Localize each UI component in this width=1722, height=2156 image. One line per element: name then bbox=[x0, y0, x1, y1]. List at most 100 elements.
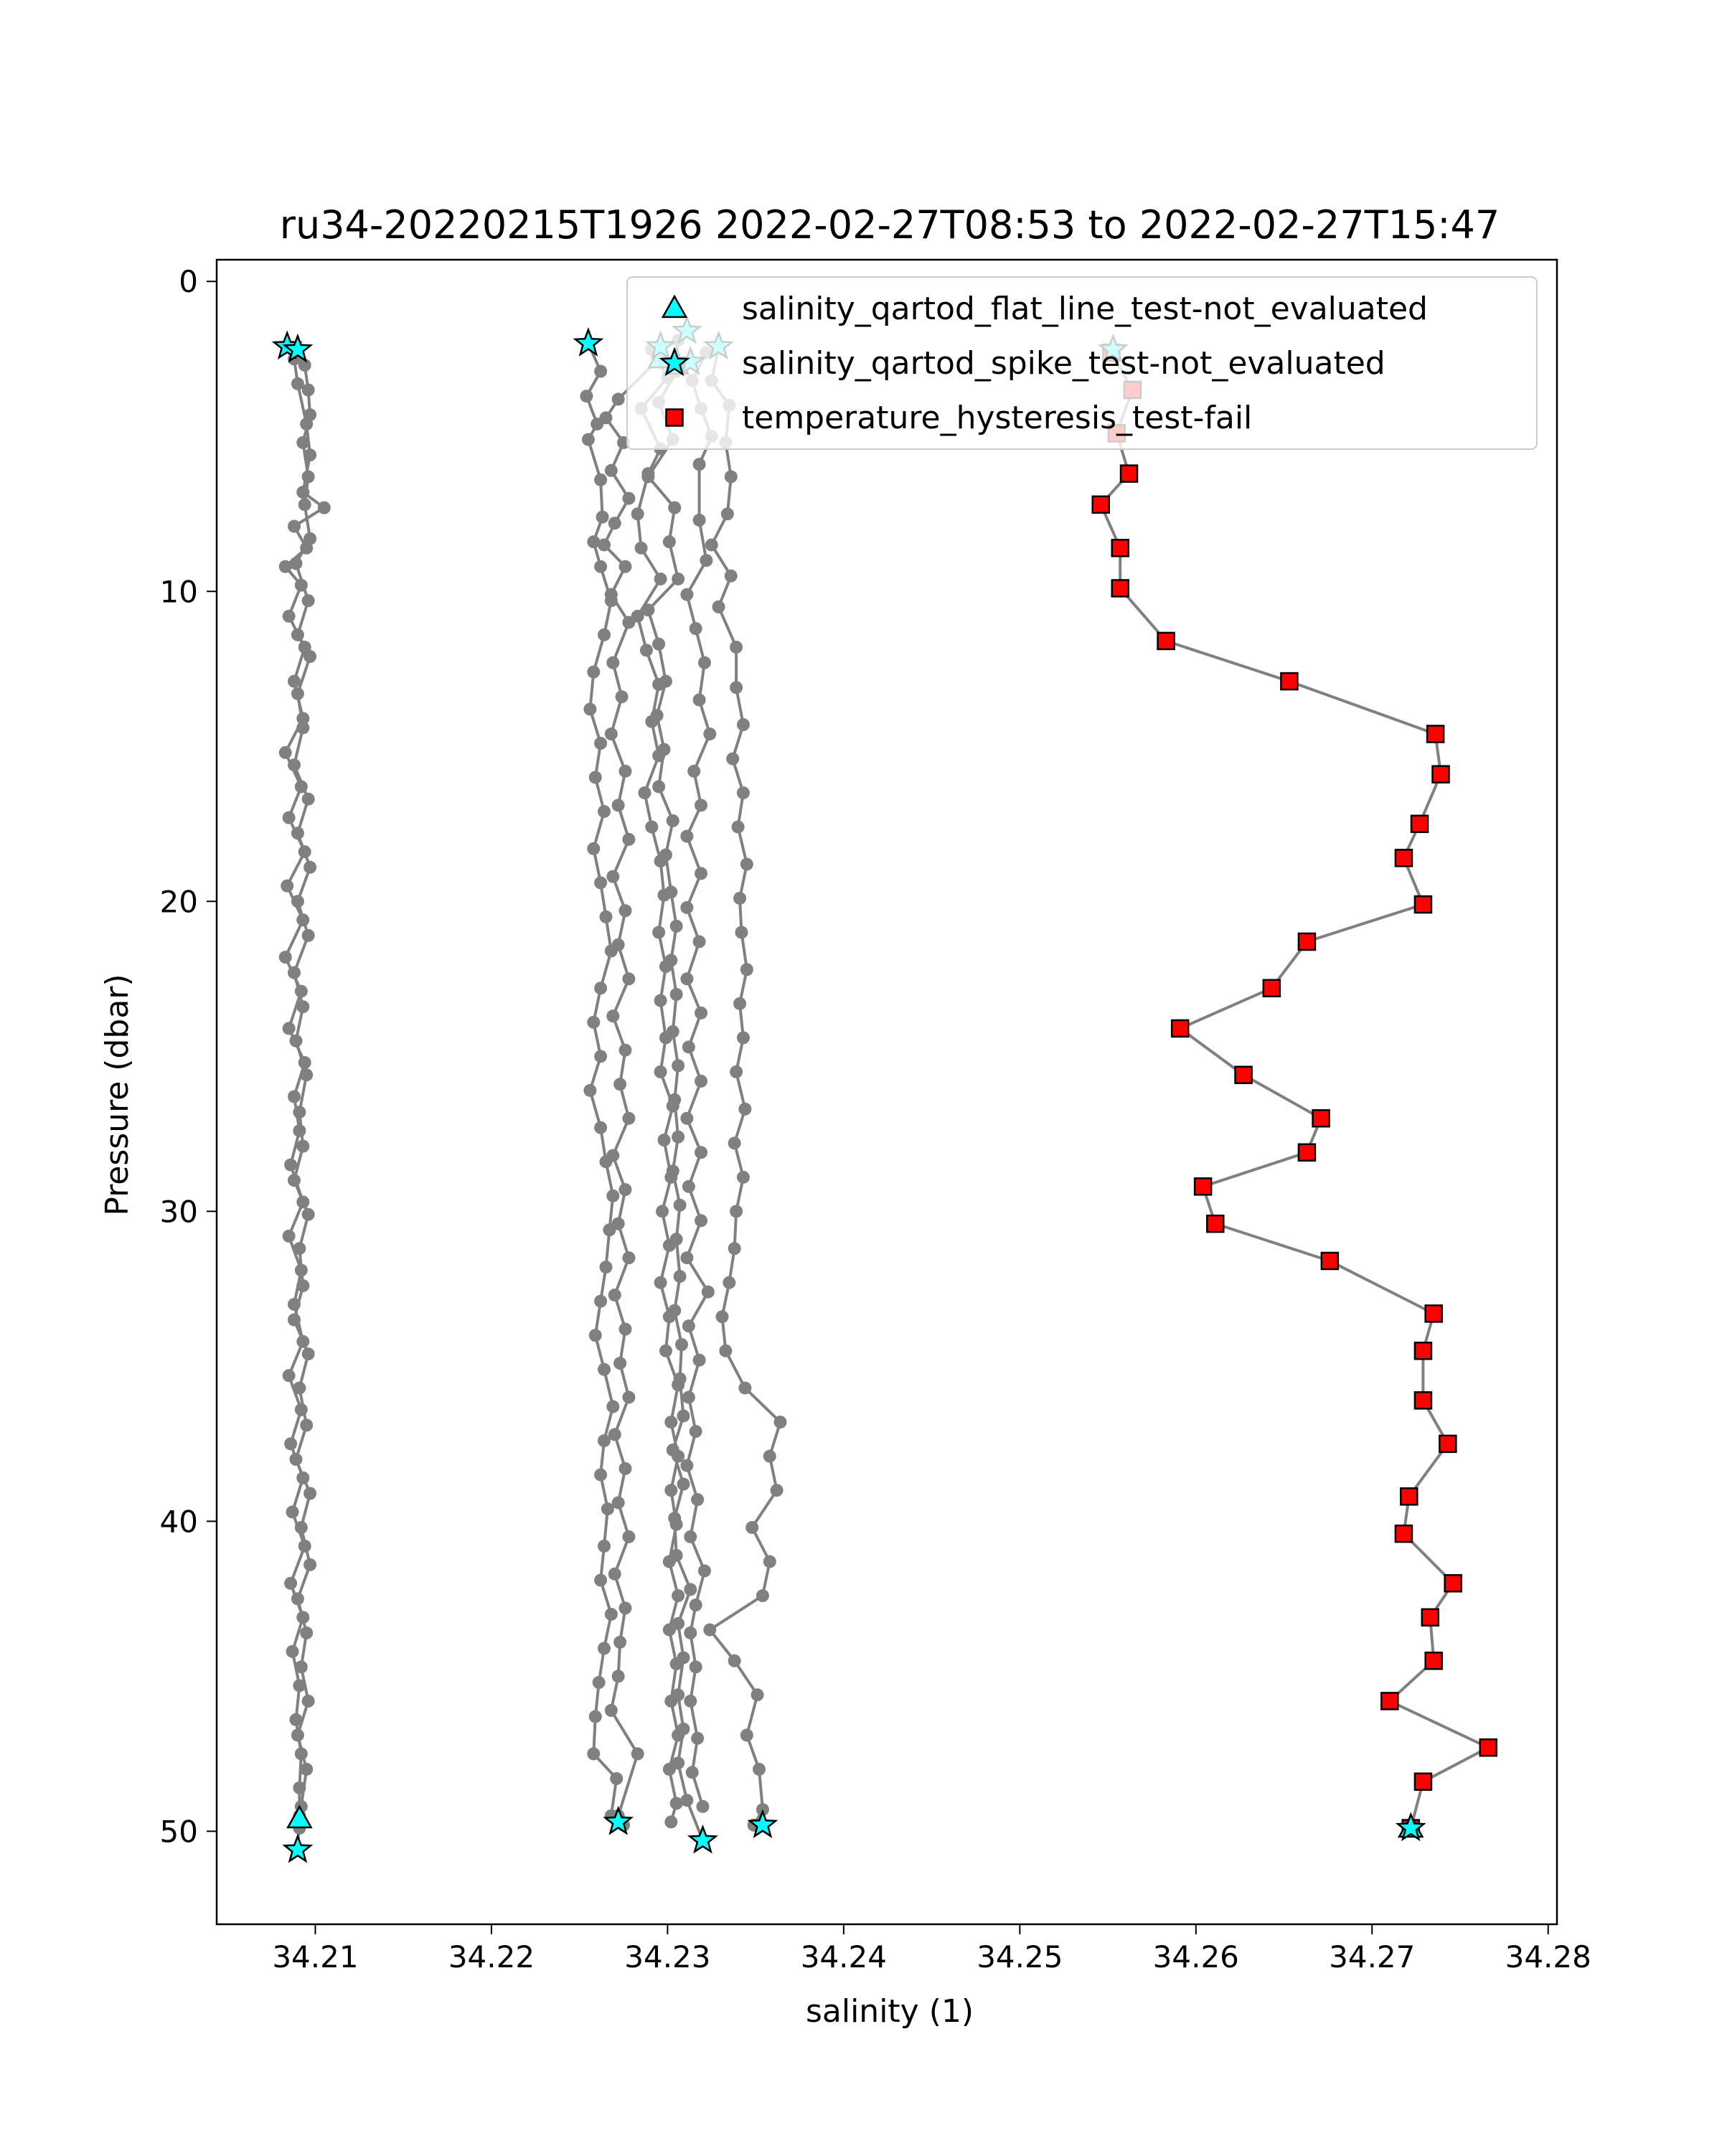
profile-point bbox=[659, 848, 672, 862]
temperature-hysteresis-fail-marker bbox=[1280, 672, 1299, 691]
profile-point bbox=[288, 519, 301, 533]
profile-point bbox=[618, 560, 632, 573]
profile-point bbox=[664, 1484, 678, 1497]
profile-point bbox=[672, 572, 685, 585]
y-tick-label: 30 bbox=[160, 1194, 198, 1229]
profile-point bbox=[753, 1762, 766, 1776]
temperature-hysteresis-fail-marker bbox=[1170, 1019, 1190, 1038]
profile-point bbox=[606, 1400, 620, 1413]
profile-point bbox=[606, 1189, 620, 1202]
legend-entry-label: salinity_qartod_flat_line_test-not_evalu… bbox=[742, 291, 1428, 327]
profile-point bbox=[696, 1799, 710, 1813]
profile-point bbox=[618, 1601, 632, 1615]
profile-point bbox=[695, 1074, 708, 1088]
profile-point bbox=[682, 1180, 695, 1193]
profile-point bbox=[652, 637, 666, 651]
temperature-hysteresis-fail-marker bbox=[1157, 631, 1175, 651]
y-tick-label: 40 bbox=[160, 1504, 198, 1539]
profile-series bbox=[580, 336, 624, 1822]
profile-point bbox=[692, 935, 706, 948]
profile-point bbox=[685, 1766, 699, 1779]
profile-point bbox=[288, 674, 301, 688]
profile-point bbox=[723, 1276, 736, 1289]
profile-point bbox=[284, 1437, 298, 1451]
profile-point bbox=[613, 1078, 627, 1091]
profile-point bbox=[728, 1242, 741, 1256]
temperature-hysteresis-fail-marker bbox=[1297, 932, 1317, 951]
profile-point bbox=[588, 771, 602, 784]
profile-line bbox=[636, 349, 680, 1822]
spike-not-evaluated-marker bbox=[573, 327, 604, 357]
temperature-hysteresis-fail-marker bbox=[1111, 539, 1129, 557]
profile-point bbox=[740, 963, 753, 976]
profile-point bbox=[317, 501, 331, 514]
temperature-hysteresis-fail-marker bbox=[1234, 1065, 1253, 1084]
profile-point bbox=[659, 674, 672, 688]
temperature-hysteresis-fail-marker bbox=[1394, 1524, 1413, 1543]
profile-point bbox=[656, 1205, 669, 1218]
profile-point bbox=[631, 1747, 644, 1761]
profile-point bbox=[288, 966, 301, 979]
profile-point bbox=[293, 1124, 306, 1138]
profile-point bbox=[604, 588, 618, 601]
profile-point bbox=[654, 572, 667, 585]
profile-point bbox=[608, 1428, 621, 1441]
profile-point bbox=[728, 1654, 741, 1667]
profile-point bbox=[580, 390, 593, 403]
profile-point bbox=[301, 928, 315, 942]
profile-point bbox=[598, 1539, 611, 1553]
profile-point bbox=[606, 656, 620, 669]
profile-point bbox=[733, 891, 747, 905]
temperature-hysteresis-fail-marker bbox=[1297, 1143, 1317, 1162]
profile-line bbox=[293, 349, 312, 1829]
profile-point bbox=[608, 1567, 621, 1581]
profile-point bbox=[618, 764, 632, 778]
profile-point bbox=[598, 805, 611, 819]
profile-point bbox=[654, 994, 667, 1007]
profile-point bbox=[606, 1149, 620, 1162]
profile-point bbox=[680, 588, 694, 601]
profile-point bbox=[288, 1313, 301, 1327]
profile-point bbox=[291, 628, 304, 641]
profile-point bbox=[751, 1688, 764, 1702]
x-tick-label: 34.21 bbox=[272, 1939, 358, 1974]
profile-point bbox=[666, 1025, 679, 1038]
profile-point bbox=[622, 972, 636, 986]
profile-point bbox=[304, 649, 317, 663]
profile-point bbox=[682, 1319, 695, 1333]
profile-point bbox=[701, 1285, 715, 1299]
flat-line-not-evaluated-marker bbox=[286, 1804, 313, 1829]
profile-point bbox=[301, 383, 315, 397]
profile-point bbox=[650, 709, 664, 722]
profile-point bbox=[700, 554, 713, 568]
profile-point bbox=[611, 392, 625, 406]
legend-box bbox=[626, 276, 1538, 450]
profile-point bbox=[293, 1242, 306, 1256]
profile-point bbox=[611, 938, 625, 951]
profile-point bbox=[296, 1139, 310, 1153]
profile-point bbox=[278, 745, 292, 759]
profile-point bbox=[736, 1031, 750, 1045]
profile-point bbox=[691, 1731, 705, 1745]
y-tick-label: 20 bbox=[160, 884, 198, 919]
profile-point bbox=[654, 1276, 667, 1289]
profile-point bbox=[596, 510, 609, 524]
x-tick-label: 34.25 bbox=[977, 1939, 1063, 1974]
temperature-hysteresis-fail-marker bbox=[1413, 1341, 1433, 1360]
profile-point bbox=[672, 1130, 685, 1144]
temperature-hysteresis-fail-marker bbox=[1413, 1391, 1433, 1410]
profile-point bbox=[301, 1694, 315, 1708]
profile-point bbox=[618, 1461, 632, 1475]
profile-point bbox=[641, 470, 655, 484]
profile-point bbox=[682, 1040, 695, 1054]
profile-point bbox=[740, 857, 753, 871]
profile-point bbox=[684, 1626, 697, 1639]
profile-point bbox=[289, 557, 303, 570]
profile-point bbox=[594, 876, 608, 890]
profile-point bbox=[695, 867, 708, 880]
profile-point bbox=[664, 954, 678, 967]
profile-point bbox=[296, 1279, 310, 1293]
profile-point bbox=[715, 1310, 729, 1324]
x-tick-label: 34.28 bbox=[1505, 1939, 1591, 1974]
profile-point bbox=[622, 1251, 636, 1265]
